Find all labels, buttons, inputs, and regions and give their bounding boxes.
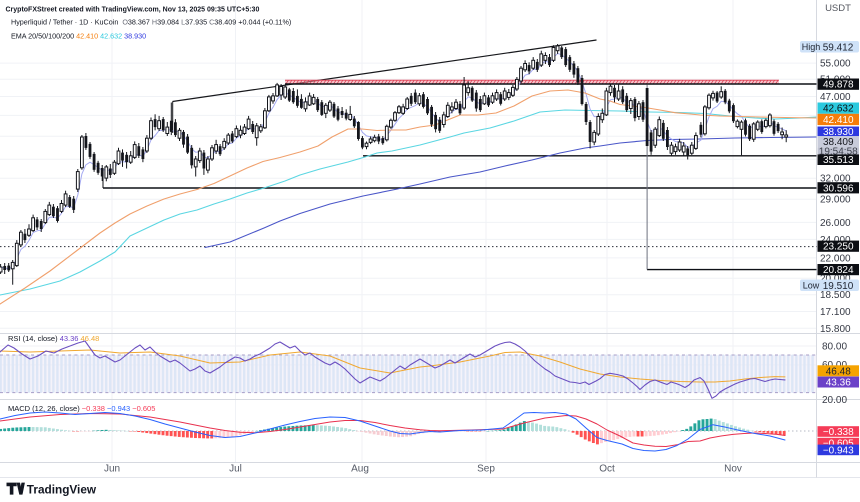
svg-text:20.00: 20.00 (822, 395, 847, 406)
svg-text:35.513: 35.513 (823, 155, 854, 166)
svg-text:Oct: Oct (599, 464, 615, 475)
svg-text:CryptoFXStreet created with Tr: CryptoFXStreet created with TradingView.… (6, 7, 260, 14)
svg-text:RSI (14, close) 43.36 46.48: RSI (14, close) 43.36 46.48 (8, 334, 99, 343)
svg-text:59.412: 59.412 (823, 42, 854, 53)
svg-text:High: High (802, 42, 821, 52)
svg-text:22.000: 22.000 (820, 253, 851, 264)
svg-text:20.000: 20.000 (820, 274, 851, 285)
svg-text:17.100: 17.100 (820, 307, 851, 318)
svg-text:EMA 20/50/100/200 42.410 42.63: EMA 20/50/100/200 42.410 42.632 38.930 (11, 32, 146, 41)
svg-text:Sep: Sep (477, 464, 495, 475)
svg-text:38.409: 38.409 (823, 137, 854, 148)
svg-text:49.878: 49.878 (823, 80, 854, 91)
svg-text:32.000: 32.000 (820, 174, 851, 185)
svg-text:−0.338: −0.338 (823, 427, 854, 438)
svg-text:26.000: 26.000 (820, 218, 851, 229)
svg-text:80.00: 80.00 (822, 341, 847, 352)
svg-text:55.000: 55.000 (820, 59, 851, 70)
svg-text:42.632: 42.632 (823, 104, 854, 115)
svg-text:23.250: 23.250 (823, 242, 854, 253)
svg-text:−0.943: −0.943 (823, 445, 854, 456)
svg-text:47.000: 47.000 (820, 92, 851, 103)
svg-text:TradingView: TradingView (27, 482, 97, 496)
svg-text:USDT: USDT (825, 3, 851, 14)
svg-text:15.800: 15.800 (820, 324, 851, 335)
svg-text:Aug: Aug (351, 464, 369, 475)
svg-text:18.500: 18.500 (820, 290, 851, 301)
svg-text:46.48: 46.48 (826, 366, 851, 377)
svg-text:Jun: Jun (104, 464, 120, 475)
svg-text:42.410: 42.410 (823, 115, 854, 126)
svg-text:30.596: 30.596 (823, 183, 854, 194)
svg-text:Nov: Nov (724, 464, 742, 475)
svg-text:MACD (12, 26, close) −0.338 −0: MACD (12, 26, close) −0.338 −0.943 −0.60… (8, 404, 155, 413)
svg-text:29.000: 29.000 (820, 195, 851, 206)
svg-text:−0.605: −0.605 (823, 439, 854, 450)
svg-text:19:54:58: 19:54:58 (819, 146, 858, 157)
svg-text:Hyperliquid / Tether · 1D · Ku: Hyperliquid / Tether · 1D · KuCoin O38.3… (11, 18, 291, 27)
svg-text:38.930: 38.930 (823, 127, 854, 138)
svg-text:43.36: 43.36 (826, 378, 851, 389)
svg-text:Low: Low (803, 281, 820, 291)
svg-text:Jul: Jul (229, 464, 242, 475)
svg-text:20.824: 20.824 (823, 265, 854, 276)
svg-text:24.000: 24.000 (820, 235, 851, 246)
svg-text:19.510: 19.510 (823, 281, 854, 292)
